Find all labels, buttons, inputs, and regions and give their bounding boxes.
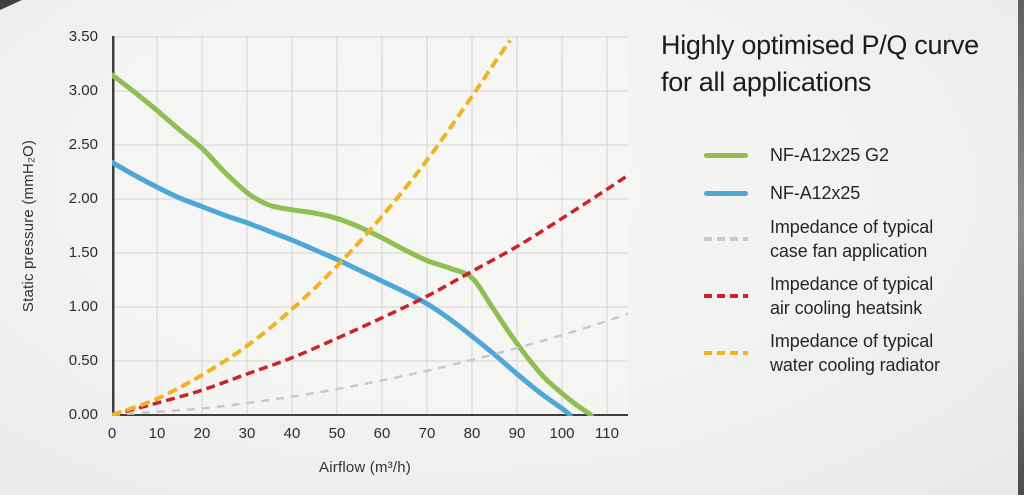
x-tick-label: 110 [595, 425, 619, 442]
x-axis-title: Airflow (m³/h) [319, 459, 411, 476]
x-tick-label: 90 [508, 425, 526, 442]
curve-impedance-of-typical-air-cooling-heatsink [112, 173, 628, 416]
curve-impedance-of-typical-water-cooling-radiator [112, 39, 512, 416]
x-tick-label: 80 [463, 425, 481, 442]
legend-item-nf-a12x25-g2: NF-A12x25 G2 [704, 142, 889, 168]
chart-title-line-1: Highly optimised P/Q curve [661, 30, 979, 60]
legend-label-line-2: case fan application [770, 241, 928, 261]
y-tick-label: 3.50 [68, 28, 98, 45]
x-tick-label: 50 [328, 425, 346, 442]
chart-title: Highly optimised P/Q curve for all appli… [661, 27, 979, 101]
x-tick-label: 10 [148, 425, 166, 442]
legend-label: Impedance of typical air cooling heatsin… [770, 272, 933, 320]
x-tick-label: 100 [549, 425, 575, 442]
right-edge-strip [1018, 0, 1024, 495]
legend-label-line-1: Impedance of typical [770, 274, 934, 294]
corner-accent [0, 0, 22, 10]
legend-label: NF-A12x25 [770, 183, 861, 203]
x-tick-label: 60 [373, 425, 391, 442]
legend-line-sample-green [704, 152, 748, 158]
x-tick-label: 30 [238, 425, 256, 442]
legend-item-nf-a12x25: NF-A12x25 [704, 180, 860, 206]
legend-item-case-fan-impedance: Impedance of typical case fan applicatio… [704, 214, 933, 264]
x-tick-label: 0 [107, 425, 117, 442]
legend-line-sample-red [704, 294, 748, 298]
side-panel: Highly optimised P/Q curve for all appli… [657, 0, 1015, 495]
y-axis-title: Static pressure (mmH₂O) [20, 139, 37, 313]
legend-label-line-2: water cooling radiator [770, 355, 940, 375]
y-tick-label: 3.00 [68, 82, 98, 99]
curve-nf-a12x25-g2 [112, 72, 594, 416]
y-tick-label: 0.00 [68, 406, 98, 423]
y-tick-label: 1.00 [68, 298, 98, 315]
legend-item-radiator-impedance: Impedance of typical water cooling radia… [704, 328, 940, 378]
legend-label: Impedance of typical water cooling radia… [770, 329, 940, 377]
legend-label-line-1: Impedance of typical [770, 331, 934, 351]
y-tick-label: 1.50 [68, 244, 98, 261]
pq-chart-plot [112, 36, 628, 416]
legend-item-heatsink-impedance: Impedance of typical air cooling heatsin… [704, 271, 933, 321]
x-tick-label: 20 [193, 425, 211, 442]
x-tick-label: 70 [418, 425, 436, 442]
y-tick-label: 2.00 [68, 190, 98, 207]
y-tick-label: 0.50 [68, 352, 98, 369]
curve-nf-a12x25 [112, 159, 573, 416]
legend-line-sample-gray [704, 237, 748, 241]
legend-label-line-2: air cooling heatsink [770, 298, 923, 318]
legend-line-sample-yellow [704, 351, 748, 355]
legend-label: NF-A12x25 G2 [770, 145, 889, 165]
chart-title-line-2: for all applications [661, 67, 872, 97]
x-tick-label: 40 [283, 425, 301, 442]
y-tick-label: 2.50 [68, 136, 98, 153]
legend-label-line-1: Impedance of typical [770, 217, 934, 237]
legend-label: Impedance of typical case fan applicatio… [770, 215, 933, 263]
curve-impedance-of-typical-case-fan-application [112, 312, 628, 416]
legend-line-sample-blue [704, 190, 748, 196]
